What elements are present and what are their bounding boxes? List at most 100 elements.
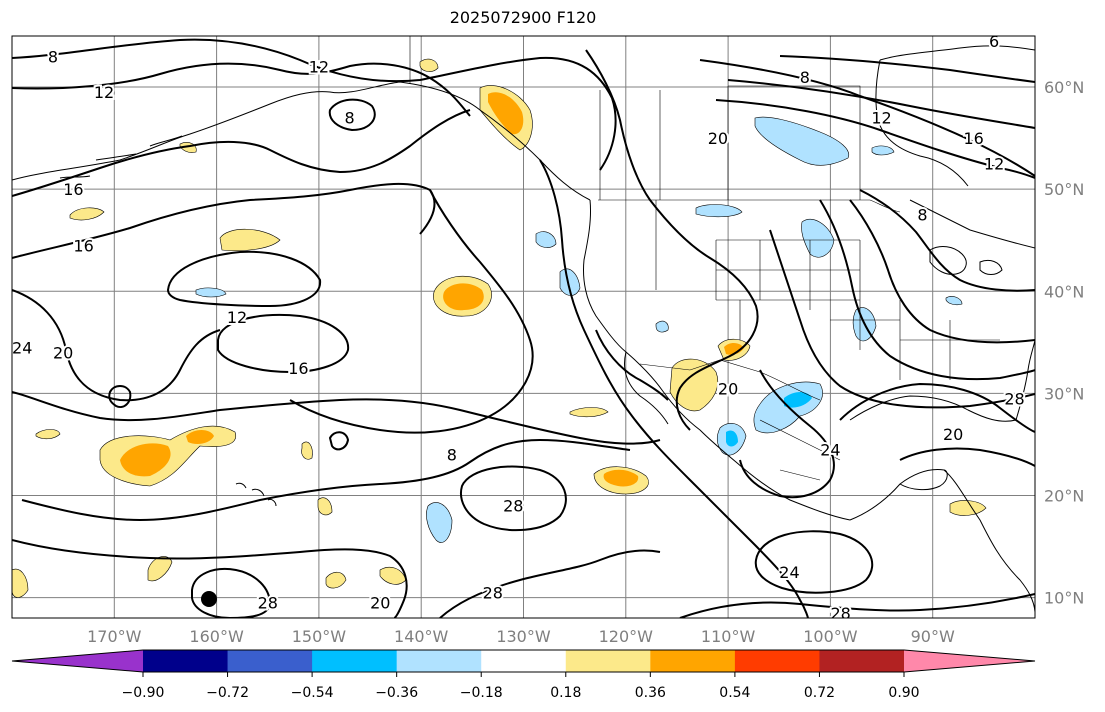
colorbar-tick-label: −0.72 [206,685,249,701]
negative-patch-montana [695,204,743,218]
contour-24-west [12,391,661,445]
positive-patch-small-10 [317,497,333,516]
contour-8-alaska-low [328,98,376,132]
contour-label: 12 [309,58,329,77]
contour-28-closed [460,465,567,532]
contour-label: 8 [800,68,810,87]
coastline-east-canada [879,45,1035,249]
contour-12-east [727,79,1035,129]
colorbar-tick-label: 0.54 [719,685,750,701]
contour-20-east-2 [769,229,1035,409]
contour-label: 16 [63,180,83,199]
tropical-cyclone-marker [201,591,217,607]
lat-tick-label: 40°N [1044,282,1084,301]
positive-patch-aleutian-south [219,228,281,251]
colorbar-extend-min [12,650,143,672]
height-contours [12,38,1035,618]
positive-patch-small-9 [419,58,439,72]
contour-8-sonora [595,329,669,401]
contour-label: 20 [943,425,963,444]
negative-patch-rockies [801,218,835,258]
contour-label: 28 [483,583,503,602]
colorbar-tick-label: 0.90 [888,685,919,701]
contour-16-closed [217,314,350,374]
colorbar-swatch [227,650,313,672]
negative-patch-small-1 [195,287,227,298]
negative-patch-california [559,268,581,296]
negative-core-mexico-2 [726,430,738,447]
contour-24-mexico [739,369,835,499]
positive-patch-small-3 [569,407,609,418]
negative-core-mexico [784,392,812,408]
contour-label: 20 [718,379,738,398]
coastline-great-lakes [929,246,1003,275]
coastline-west-us [583,199,851,521]
colorbar-tick-label: 0.18 [550,685,581,701]
positive-patch-small-11 [301,441,313,460]
contour-8-east [779,55,1035,83]
contour-16-east [715,99,1035,179]
positive-core-ne-pacific [443,283,484,311]
contour-label: 20 [370,594,390,613]
positive-core-sonora [724,342,744,355]
contour-28-gulf [899,447,1035,467]
contour-28-south-closed [191,568,272,618]
contour-label: 16 [73,236,93,255]
contour-label: 8 [48,47,58,66]
lon-tick-label: 160°W [189,627,244,646]
lon-tick-label: 110°W [701,627,756,646]
colorbar-swatch [650,650,736,672]
contour-label: 8 [447,446,457,465]
contour-label: 20 [53,344,73,363]
contour-20-interior [585,49,759,431]
lat-tick-label: 20°N [1044,486,1084,505]
province-lines [599,85,861,200]
latitude-axis: 60°N 50°N 40°N 30°N 20°N 10°N [1044,78,1084,608]
negative-patch-pacific [426,502,453,543]
colorbar-swatch [734,650,820,672]
lat-tick-label: 60°N [1044,78,1084,97]
contour-small-closed-1 [108,385,132,408]
colorbar-tick-label: −0.18 [460,685,503,701]
colorbar-swatch [819,650,905,672]
colorbar-tick-label: −0.90 [122,685,165,701]
gridlines [12,36,1035,618]
contour-12-closed [166,250,322,308]
contour-label: 20 [708,129,728,148]
positive-patch-small-2 [35,429,61,440]
positive-patch-small-8 [949,500,987,516]
positive-core-west-pacific [120,443,171,477]
contour-label: 28 [830,604,850,623]
positive-core-east-pacific [603,469,639,487]
lat-tick-label: 30°N [1044,384,1084,403]
colorbar-tick-label: −0.54 [291,685,334,701]
positive-core-alaska-panhandle [488,92,524,135]
contour-label: 28 [1004,389,1024,408]
lon-tick-label: 120°W [599,627,654,646]
colorbar-swatch [143,650,229,672]
lat-tick-label: 50°N [1044,180,1084,199]
contour-24-gulf [839,382,1035,433]
colorbar-tick-label: 0.72 [804,685,835,701]
positive-patch-baja [669,358,719,412]
state-lines [655,200,1000,380]
lon-tick-label: 130°W [496,627,551,646]
contour-12-north [12,62,471,117]
contour-label: 16 [288,359,308,378]
border-us-mexico [639,359,821,401]
contour-label: 28 [258,594,278,613]
colorbar-swatch [565,650,651,672]
positive-core-west-pacific-2 [186,430,214,444]
lon-tick-label: 140°W [394,627,449,646]
coastline-florida [1015,339,1035,421]
negative-patch-small-3 [945,296,963,306]
colorbar-tick-label: 0.36 [635,685,666,701]
contour-small-closed-2 [328,431,350,451]
contour-16-north-pac [12,109,471,197]
lon-tick-label: 90°W [911,627,955,646]
political-borders [409,36,1000,481]
contour-20-coast [539,159,809,618]
negative-patch-canada [754,116,850,166]
contour-label: 12 [227,308,247,327]
